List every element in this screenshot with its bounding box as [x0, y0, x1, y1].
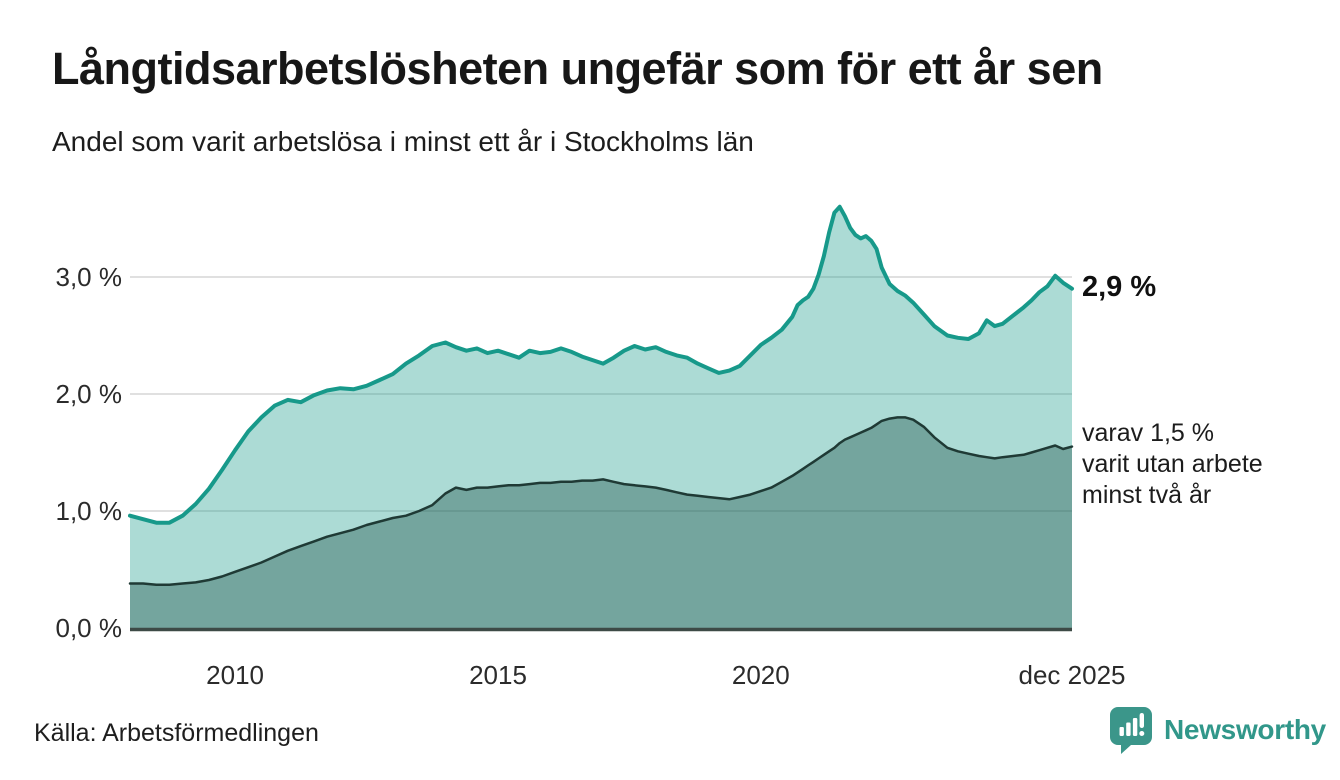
y-axis-label: 1,0 % [56, 496, 123, 526]
newsworthy-logo: Newsworthy [1108, 704, 1326, 756]
source-label: Källa: Arbetsförmedlingen [34, 719, 319, 747]
bar-large [1132, 718, 1138, 736]
bar-medium [1126, 722, 1131, 736]
y-axis-label: 3,0 % [56, 262, 123, 292]
area-minst-tva-ar [130, 417, 1072, 628]
y-axis-label: 0,0 % [56, 613, 123, 643]
y-axis-label: 2,0 % [56, 379, 123, 409]
chart-title: Långtidsarbetslösheten ungefär som för e… [52, 43, 1103, 94]
bar-small [1119, 727, 1124, 736]
exclamation-stem [1139, 713, 1144, 728]
line-minst-ett-ar [128, 204, 1074, 525]
line-minst-tva-ar [128, 416, 1074, 586]
exclamation-dot [1139, 731, 1145, 736]
latest-value-label: 2,9 % [1082, 271, 1157, 303]
x-axis-label: 2010 [206, 660, 264, 690]
x-axis-label: 2015 [469, 660, 527, 690]
speech-bubble-shape [1110, 707, 1152, 754]
two-year-note-label: varav 1,5 % varit utan arbete minst två … [1082, 419, 1263, 509]
chart-subtitle: Andel som varit arbetslösa i minst ett å… [52, 126, 754, 157]
area-minst-ett-ar [130, 206, 1072, 629]
newsworthy-bubble-chart-icon [1110, 707, 1152, 754]
brand-name: Newsworthy [1164, 714, 1326, 745]
x-axis-label: dec 2025 [1019, 660, 1126, 690]
x-axis-label: 2020 [732, 660, 790, 690]
